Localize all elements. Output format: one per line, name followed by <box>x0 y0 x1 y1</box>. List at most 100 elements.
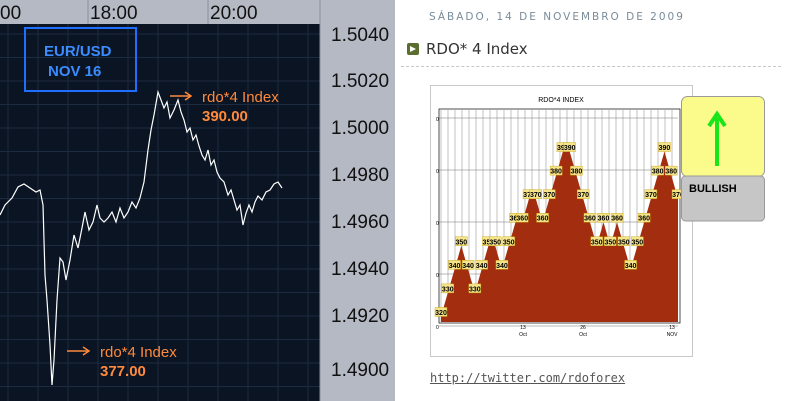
annotation-low: rdo*4 Index 377.00 <box>67 344 177 380</box>
data-label: 360 <box>610 213 624 223</box>
data-label-text: 360 <box>611 216 623 223</box>
data-label-text: 350 <box>632 239 644 246</box>
data-label: 350 <box>502 236 515 246</box>
price-label: 1.4980 <box>331 165 389 186</box>
data-label-bg <box>475 260 488 270</box>
data-label-bg <box>488 236 502 246</box>
up-arrowhead-icon <box>707 110 727 128</box>
data-label: 340 <box>475 260 488 270</box>
data-label: 340 <box>495 260 509 270</box>
data-label: 340 <box>461 260 475 270</box>
data-label-bg <box>570 165 583 176</box>
data-label: 320 <box>434 307 448 317</box>
annotation-high: rdo*4 Index 390.00 <box>170 89 279 125</box>
x-tick-label: Oct <box>579 332 587 338</box>
data-label-text: 350 <box>604 239 616 246</box>
data-label-text: 370 <box>530 192 542 199</box>
price-axis-panel <box>320 0 395 401</box>
annotation-high-label: rdo*4 Index <box>202 89 279 106</box>
data-label-text: 360 <box>584 216 596 223</box>
twitter-link[interactable]: http://twitter.com/rdoforex <box>430 371 626 385</box>
post-header: RDO* 4 Index <box>407 40 528 58</box>
data-label-bg <box>543 189 556 199</box>
chart-grid <box>0 24 320 401</box>
data-label-text: 340 <box>496 263 508 270</box>
data-label-bg <box>610 213 624 223</box>
data-label-text: 360 <box>516 216 528 223</box>
data-label-text: 340 <box>476 263 488 270</box>
data-label-text: 350 <box>503 239 515 246</box>
data-label-bg <box>583 213 597 223</box>
data-label-text: 330 <box>469 286 481 293</box>
y-tick-label: 0 <box>436 273 439 279</box>
data-label-bg <box>455 236 468 246</box>
data-label-text: 390 <box>557 145 569 152</box>
blog-post: SÁBADO, 14 DE NOVEMBRO DE 2009 RDO* 4 In… <box>395 0 787 401</box>
data-label: 380 <box>570 165 583 176</box>
annotation-low-label: rdo*4 Index <box>100 344 177 361</box>
time-label: 20:00 <box>210 3 258 24</box>
data-label: 350 <box>455 236 468 246</box>
data-label: 390 <box>658 142 671 152</box>
data-label-text: 350 <box>591 239 603 246</box>
signal-bottom <box>681 175 765 222</box>
post-date: SÁBADO, 14 DE NOVEMBRO DE 2009 <box>429 11 685 23</box>
annotation-arrowhead-icon <box>184 91 193 101</box>
data-label: 350 <box>488 236 502 246</box>
data-label-bg <box>502 236 515 246</box>
data-label-bg <box>549 165 563 176</box>
time-label: 18:00 <box>90 3 138 24</box>
annotation-arrowhead-icon <box>82 346 91 356</box>
data-label-text: 370 <box>543 192 555 199</box>
data-label-bg <box>624 260 637 270</box>
post-title[interactable]: RDO* 4 Index <box>426 40 528 58</box>
data-label-text: 350 <box>489 239 501 246</box>
y-tick-label: 0 <box>436 221 439 227</box>
data-label: 370 <box>644 189 658 199</box>
data-label: 340 <box>624 260 637 270</box>
data-label: 380 <box>665 165 678 176</box>
data-label-bg <box>468 283 482 294</box>
area-series <box>441 151 678 322</box>
data-labels: 3203303403503403303403503503403503603603… <box>434 142 685 317</box>
data-label: 360 <box>597 213 610 223</box>
header-divider <box>401 66 781 67</box>
time-axis-bar <box>0 0 320 24</box>
data-label-text: 320 <box>435 310 447 317</box>
data-label-text: 380 <box>652 169 664 176</box>
pair-badge <box>24 27 137 92</box>
data-label-text: 340 <box>625 263 637 270</box>
data-label-text: 380 <box>571 169 583 176</box>
data-label-bg <box>529 189 543 199</box>
data-label-text: 370 <box>523 192 535 199</box>
data-label-text: 360 <box>510 216 522 223</box>
data-label: 330 <box>441 283 454 293</box>
data-label-bg <box>658 142 671 152</box>
price-label: 1.5040 <box>331 25 389 46</box>
data-label: 380 <box>549 165 563 176</box>
data-label: 390 <box>563 142 576 152</box>
eurusd-intraday-chart: 00 18:00 20:00 1.5040 1.5020 1.5000 1.49… <box>0 0 395 401</box>
signal-label: BULLISH <box>689 183 737 195</box>
x-tick-label: Oct <box>519 332 527 338</box>
data-label-bg <box>665 165 678 176</box>
annotation-low-value: 377.00 <box>100 363 146 380</box>
price-label: 1.4940 <box>331 259 389 280</box>
data-label-bg <box>434 307 448 317</box>
y-axis: 0 0 0 0 0 <box>436 117 439 331</box>
price-label: 1.5000 <box>331 118 389 139</box>
time-label: 00 <box>0 3 21 24</box>
pair-badge-symbol: EUR/USD <box>44 43 112 60</box>
data-label-text: 370 <box>645 192 657 199</box>
x-tick-label: 13 <box>669 325 675 331</box>
price-label: 1.4960 <box>331 212 389 233</box>
data-label-text: 360 <box>598 216 610 223</box>
x-tick-label: 13 <box>520 325 526 331</box>
data-label-text: 380 <box>550 169 562 176</box>
data-label-bg <box>495 260 509 270</box>
data-label-text: 360 <box>638 216 650 223</box>
data-label: 360 <box>516 213 529 223</box>
data-label: 370 <box>576 189 590 199</box>
data-label-text: 350 <box>455 239 467 246</box>
